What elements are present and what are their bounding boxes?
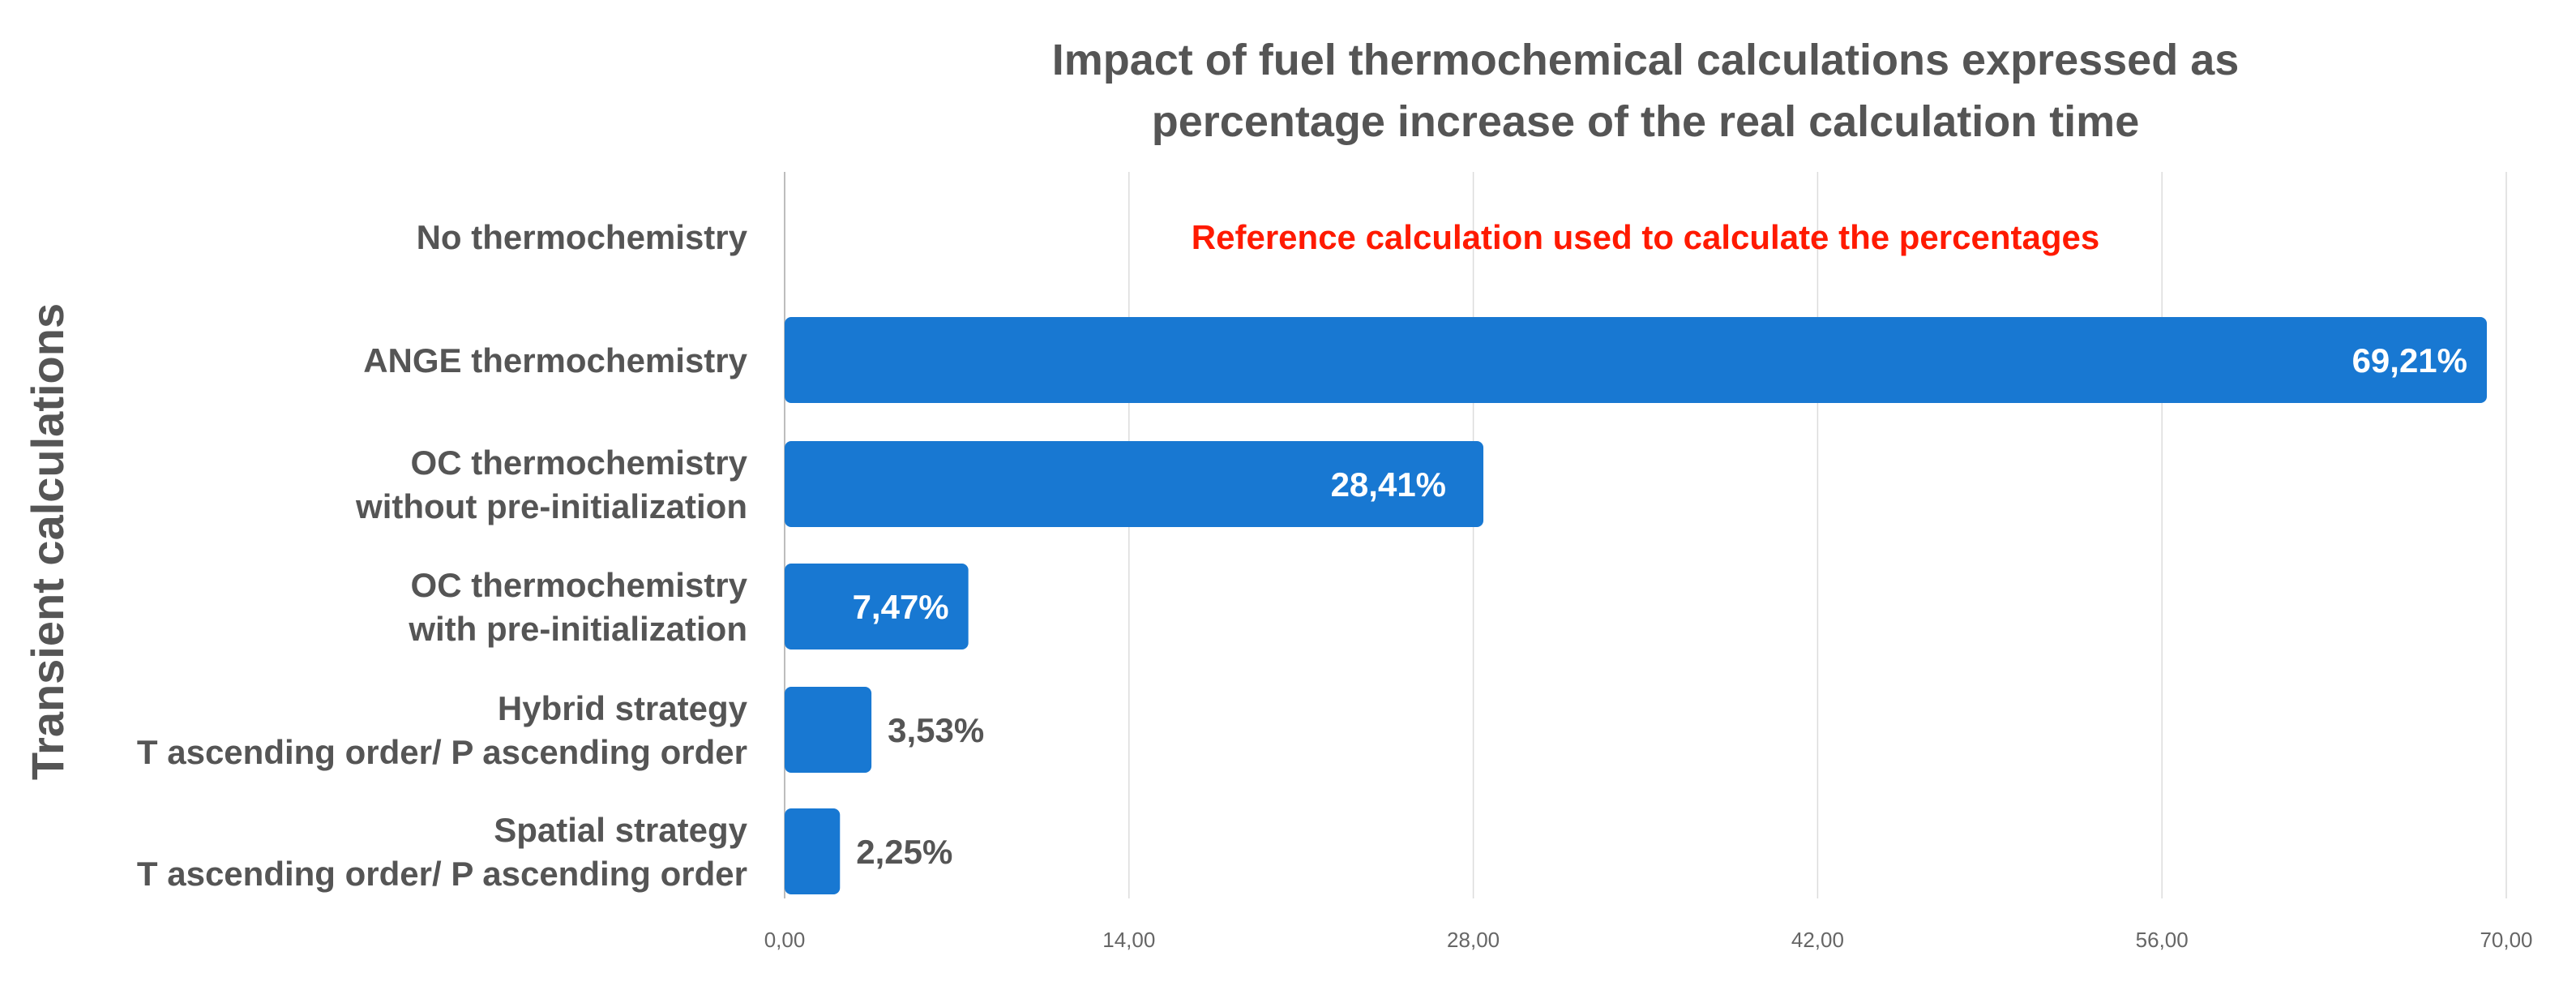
bar [785, 687, 872, 773]
chart-title-line: Impact of fuel thermochemical calculatio… [1052, 36, 2240, 84]
category-label: T ascending order/ P ascending order [137, 733, 747, 771]
category-label: OC thermochemistry [411, 566, 748, 604]
category-label: T ascending order/ P ascending order [137, 855, 747, 893]
category-labels: No thermochemistry ANGE thermochemistry OC… [137, 218, 748, 893]
data-label: 3,53% [888, 711, 984, 749]
x-tick-label: 0,00 [764, 928, 806, 952]
y-axis-label: Transient calculations [22, 303, 73, 780]
chart-title: Impact of fuel thermochemical calculatio… [1052, 36, 2240, 146]
category-label: No thermochemistry [417, 218, 748, 256]
category-label: with pre-initialization [408, 610, 747, 648]
x-tick-label: 28,00 [1447, 928, 1500, 952]
data-label: 28,41% [1331, 465, 1446, 504]
reference-annotation: Reference calculation used to calculate … [1192, 218, 2099, 256]
chart-title-line: percentage increase of the real calculat… [1152, 97, 2139, 146]
bar [785, 317, 2488, 403]
category-label: Spatial strategy [494, 811, 747, 849]
x-tick-label: 70,00 [2480, 928, 2532, 952]
bar [785, 441, 1484, 527]
bar [785, 808, 841, 894]
data-label: 69,21% [2352, 341, 2467, 379]
x-tick-label: 14,00 [1102, 928, 1155, 952]
grid-lines [784, 172, 2507, 898]
bars: 69,21% 28,41% 7,47% 3,53% 2,25% [785, 317, 2488, 894]
bar [785, 564, 969, 649]
category-label: OC thermochemistry [411, 444, 748, 482]
category-label: ANGE thermochemistry [363, 341, 747, 379]
x-axis-ticks: 0,00 14,00 28,00 42,00 56,00 70,00 [764, 928, 2533, 952]
category-label: without pre-initialization [355, 487, 747, 525]
x-tick-label: 56,00 [2136, 928, 2189, 952]
category-label: Hybrid strategy [498, 689, 748, 727]
annotation-group: Reference calculation used to calculate … [1192, 218, 2099, 256]
data-label: 7,47% [853, 588, 949, 626]
x-tick-label: 42,00 [1791, 928, 1844, 952]
y-axis-label-group: Transient calculations [22, 303, 73, 780]
data-label: 2,25% [856, 833, 952, 871]
